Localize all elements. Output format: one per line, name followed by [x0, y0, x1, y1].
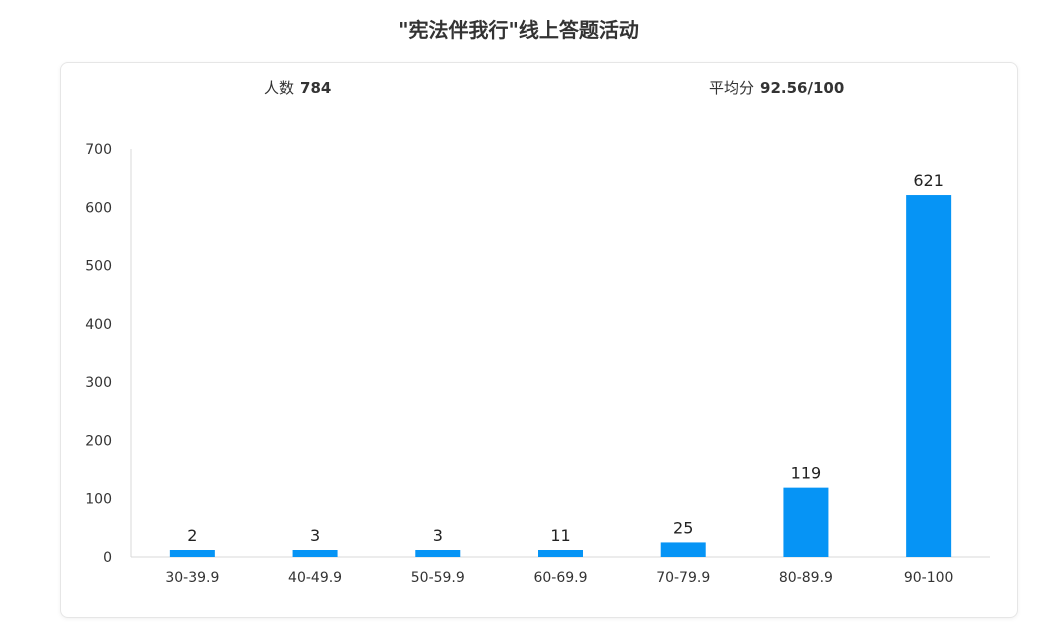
- bar-value-label: 3: [433, 526, 443, 545]
- y-tick-label: 500: [85, 259, 112, 275]
- y-tick-label: 600: [85, 200, 112, 216]
- y-tick-label: 300: [85, 375, 112, 391]
- chart-card: [60, 62, 1018, 618]
- bar: [906, 195, 952, 557]
- x-tick-label: 90-100: [904, 570, 954, 586]
- y-tick-label: 0: [103, 550, 112, 566]
- y-tick-label: 100: [85, 492, 112, 508]
- y-tick-label: 400: [85, 317, 112, 333]
- bar-value-label: 2: [187, 526, 197, 545]
- bar-value-label: 621: [913, 171, 944, 190]
- average-score-stat: 平均分 92.56/100: [709, 77, 844, 98]
- x-tick-label: 30-39.9: [165, 570, 219, 586]
- bar: [538, 550, 583, 557]
- bar: [169, 550, 215, 557]
- x-tick-label: 50-59.9: [411, 570, 465, 586]
- average-score-value: 92.56/100: [760, 79, 845, 97]
- x-tick-label: 60-69.9: [533, 570, 587, 586]
- average-score-label: 平均分: [709, 79, 755, 97]
- participant-count-stat: 人数 784: [264, 77, 331, 98]
- bar-value-label: 11: [550, 526, 570, 545]
- participant-count-value: 784: [300, 79, 332, 97]
- bars: 2 3 3 11 25 119 621: [169, 171, 952, 557]
- chart-title: "宪法伴我行"线上答题活动: [398, 18, 639, 42]
- bar: [415, 550, 461, 557]
- x-tick-label: 40-49.9: [288, 570, 342, 586]
- x-axis: 30-39.9 40-49.9 50-59.9 60-69.9 70-79.9 80-89…: [165, 570, 953, 586]
- bar: [660, 542, 706, 557]
- y-axis: 0 100 200 300 400 500 600 700: [85, 142, 112, 566]
- y-tick-label: 700: [85, 142, 112, 158]
- bar: [783, 487, 829, 557]
- bar-value-label: 25: [673, 518, 693, 537]
- y-tick-label: 200: [85, 433, 112, 449]
- x-tick-label: 70-79.9: [656, 570, 710, 586]
- bar-value-label: 3: [310, 526, 320, 545]
- x-tick-label: 80-89.9: [779, 570, 833, 586]
- bar-value-label: 119: [791, 464, 822, 483]
- bar: [292, 550, 338, 557]
- participant-count-label: 人数: [264, 79, 295, 97]
